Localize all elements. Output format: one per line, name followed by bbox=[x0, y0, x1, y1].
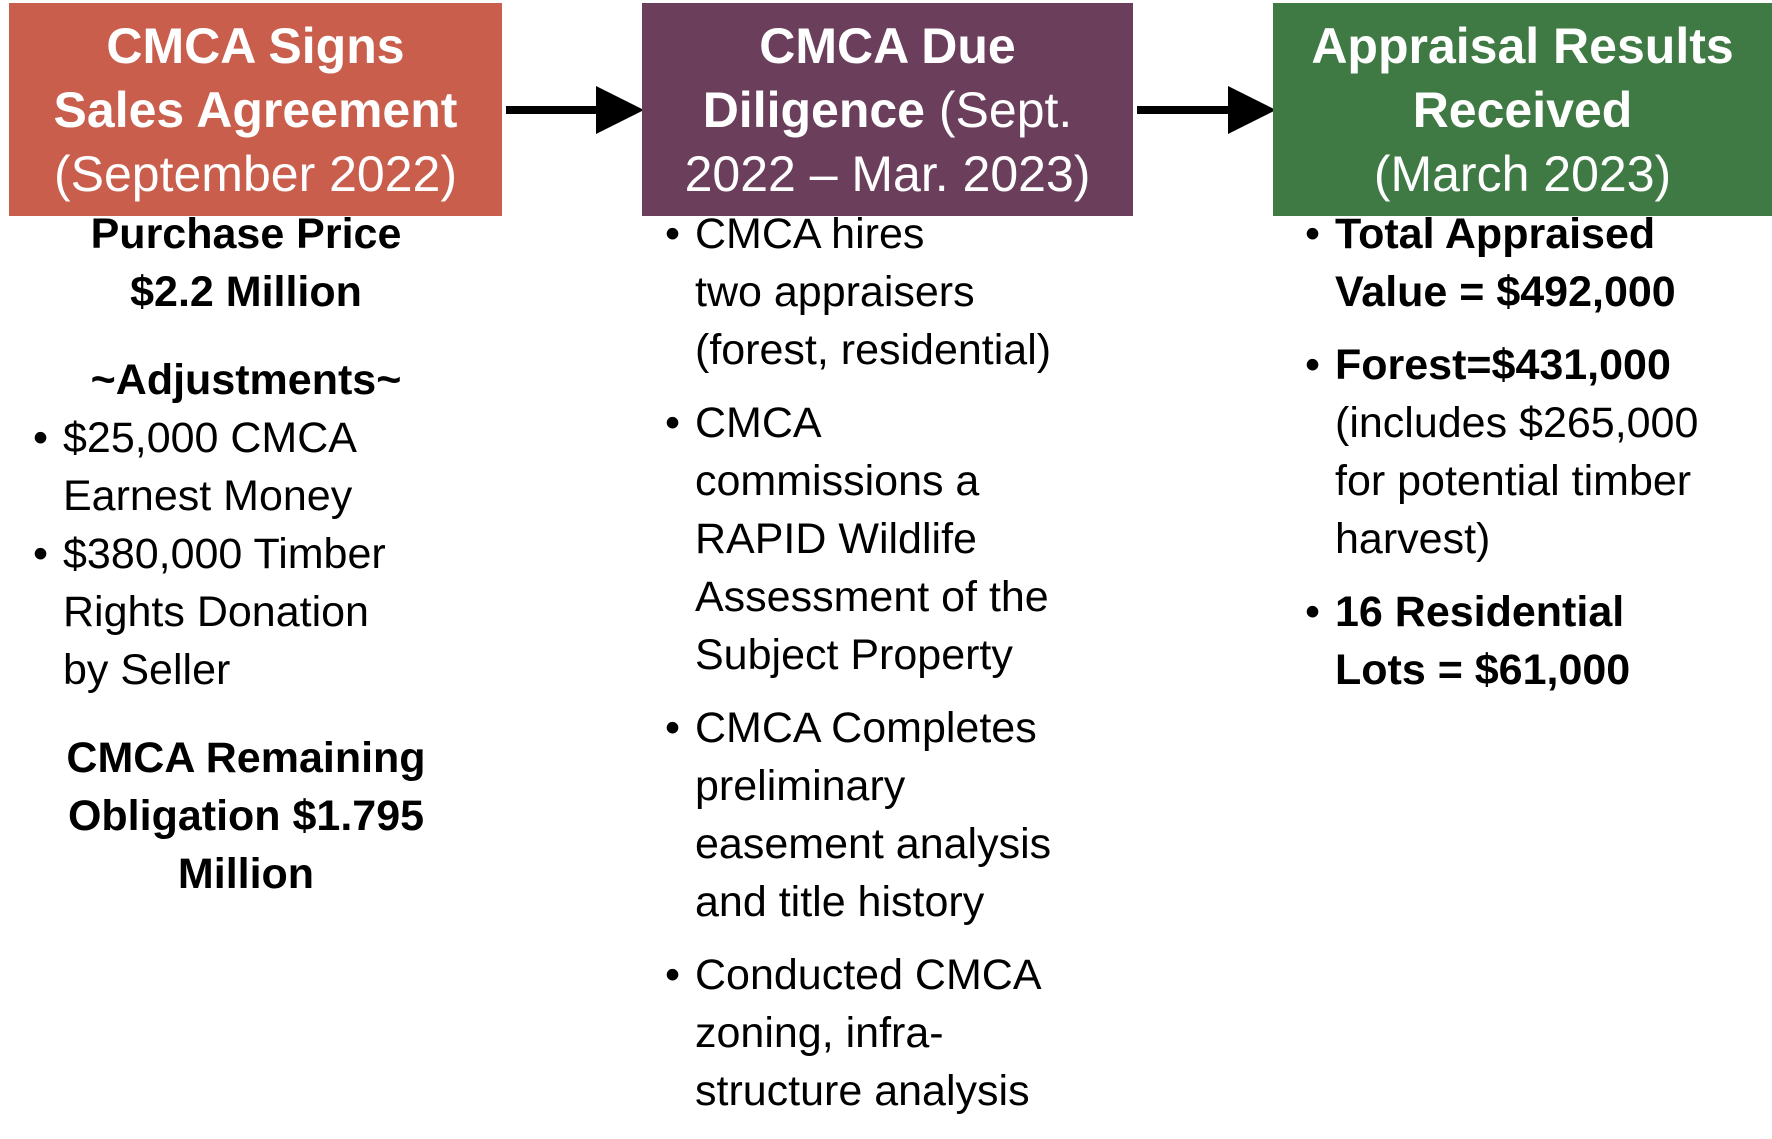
bullet-marker: • bbox=[1305, 341, 1321, 389]
body-line: commissions a bbox=[695, 457, 980, 505]
header-line: Diligence (Sept. bbox=[642, 78, 1133, 142]
body-line: harvest) bbox=[1335, 515, 1491, 563]
bullet-marker: • bbox=[665, 399, 681, 447]
bullet-marker: • bbox=[665, 704, 681, 752]
header-text: (Sept. bbox=[925, 81, 1073, 138]
header-text: (September 2022) bbox=[53, 145, 457, 202]
header-box: Appraisal Results Received (March 2023) bbox=[1273, 3, 1772, 216]
body-line: $2.2 Million bbox=[130, 268, 362, 316]
bullet-item: • 16 Residential Lots = $61,000 bbox=[1305, 583, 1765, 699]
header-text: Appraisal Results bbox=[1311, 17, 1734, 74]
header-text: CMCA Signs bbox=[106, 17, 405, 74]
body-line: preliminary bbox=[695, 762, 906, 810]
body-line: CMCA bbox=[695, 399, 822, 447]
text-block: CMCA Remaining Obligation $1.795 Million bbox=[20, 729, 472, 903]
bullet-marker: • bbox=[33, 414, 49, 462]
body-line: Value = $492,000 bbox=[1335, 268, 1676, 316]
header-text: (March 2023) bbox=[1373, 145, 1672, 202]
header-text: Diligence bbox=[702, 81, 925, 138]
header-text: CMCA Due bbox=[759, 17, 1016, 74]
header-line: 2022 – Mar. 2023) bbox=[642, 142, 1133, 206]
body-line: $25,000 CMCA bbox=[63, 414, 357, 462]
bullet-item: • $25,000 CMCA Earnest Money bbox=[33, 409, 472, 525]
body-line: Rights Donation bbox=[63, 588, 369, 636]
body-line: CMCA hires bbox=[695, 210, 925, 258]
body-line: for potential timber bbox=[1335, 457, 1692, 505]
body-line: Total Appraised bbox=[1335, 210, 1656, 258]
column-body: Purchase Price $2.2 Million ~Adjustments~ •… bbox=[20, 205, 472, 903]
column-body: • Total Appraised Value = $492,000 • Forest=… bbox=[1305, 205, 1765, 699]
body-line: Million bbox=[177, 850, 315, 898]
bullet-item: • Total Appraised Value = $492,000 bbox=[1305, 205, 1765, 321]
body-line: Forest=$431,000 bbox=[1335, 341, 1671, 389]
bullet-marker: • bbox=[1305, 588, 1321, 636]
bullet-item: • Conducted CMCA zoning, infra-structure a… bbox=[665, 946, 1135, 1120]
body-line: easement analysis bbox=[695, 820, 1052, 868]
text-block: ~Adjustments~ bbox=[20, 351, 472, 409]
header-box: CMCA Signs Sales Agreement (September 2022… bbox=[9, 3, 502, 216]
body-line: two appraisers bbox=[695, 268, 975, 316]
bullet-marker: • bbox=[665, 951, 681, 999]
bullet-marker: • bbox=[1305, 210, 1321, 258]
bullet-item: • Forest=$431,000 (includes $265,000 for po… bbox=[1305, 336, 1765, 568]
column-body: • CMCA hires two appraisers (forest, reside… bbox=[665, 205, 1135, 1120]
header-text: Sales Agreement bbox=[53, 81, 458, 138]
body-line: $380,000 Timber bbox=[63, 530, 386, 578]
body-line: by Seller bbox=[63, 646, 231, 694]
body-line: Assessment of the bbox=[695, 573, 1049, 621]
body-line: Subject Property bbox=[695, 631, 1013, 679]
header-text: 2022 – Mar. 2023) bbox=[684, 145, 1091, 202]
bullet-item: • CMCA hires two appraisers (forest, reside… bbox=[665, 205, 1135, 379]
body-line: ~Adjustments~ bbox=[90, 356, 402, 404]
body-line: Lots = $61,000 bbox=[1335, 646, 1631, 694]
header-line: (March 2023) bbox=[1273, 142, 1772, 206]
header-line: CMCA Signs bbox=[9, 14, 502, 78]
body-line: 16 Residential bbox=[1335, 588, 1625, 636]
bullet-item: • CMCA commissions a RAPID Wildlife Assessme… bbox=[665, 394, 1135, 684]
body-line: Conducted CMCA bbox=[695, 951, 1042, 999]
body-line: Earnest Money bbox=[63, 472, 353, 520]
body-line: CMCA Completes bbox=[695, 704, 1037, 752]
header-line: Appraisal Results bbox=[1273, 14, 1772, 78]
bullet-marker: • bbox=[33, 530, 49, 578]
body-line: (forest, residential) bbox=[695, 326, 1052, 374]
body-line: structure analysis bbox=[695, 1067, 1030, 1115]
header-line: Sales Agreement bbox=[9, 78, 502, 142]
body-line: Obligation $1.795 bbox=[67, 792, 425, 840]
bullet-item: • $380,000 Timber Rights Donation by Seller bbox=[33, 525, 472, 699]
arrows bbox=[506, 86, 1276, 134]
header-line: Received bbox=[1273, 78, 1772, 142]
text-block: Purchase Price $2.2 Million bbox=[20, 205, 472, 321]
body-line: CMCA Remaining bbox=[66, 734, 426, 782]
header-line: (September 2022) bbox=[9, 142, 502, 206]
body-line: and title history bbox=[695, 878, 985, 926]
header-text: Received bbox=[1412, 81, 1633, 138]
bullet-item: • CMCA Completes preliminary easement analy… bbox=[665, 699, 1135, 931]
body-line: Purchase Price bbox=[90, 210, 402, 258]
header-box: CMCA Due Diligence (Sept. 2022 – Mar. 2023… bbox=[642, 3, 1133, 216]
body-line: (includes $265,000 bbox=[1335, 399, 1699, 447]
body-line: RAPID Wildlife bbox=[695, 515, 977, 563]
body-line: zoning, infra- bbox=[695, 1009, 944, 1057]
header-line: CMCA Due bbox=[642, 14, 1133, 78]
bullet-marker: • bbox=[665, 210, 681, 258]
